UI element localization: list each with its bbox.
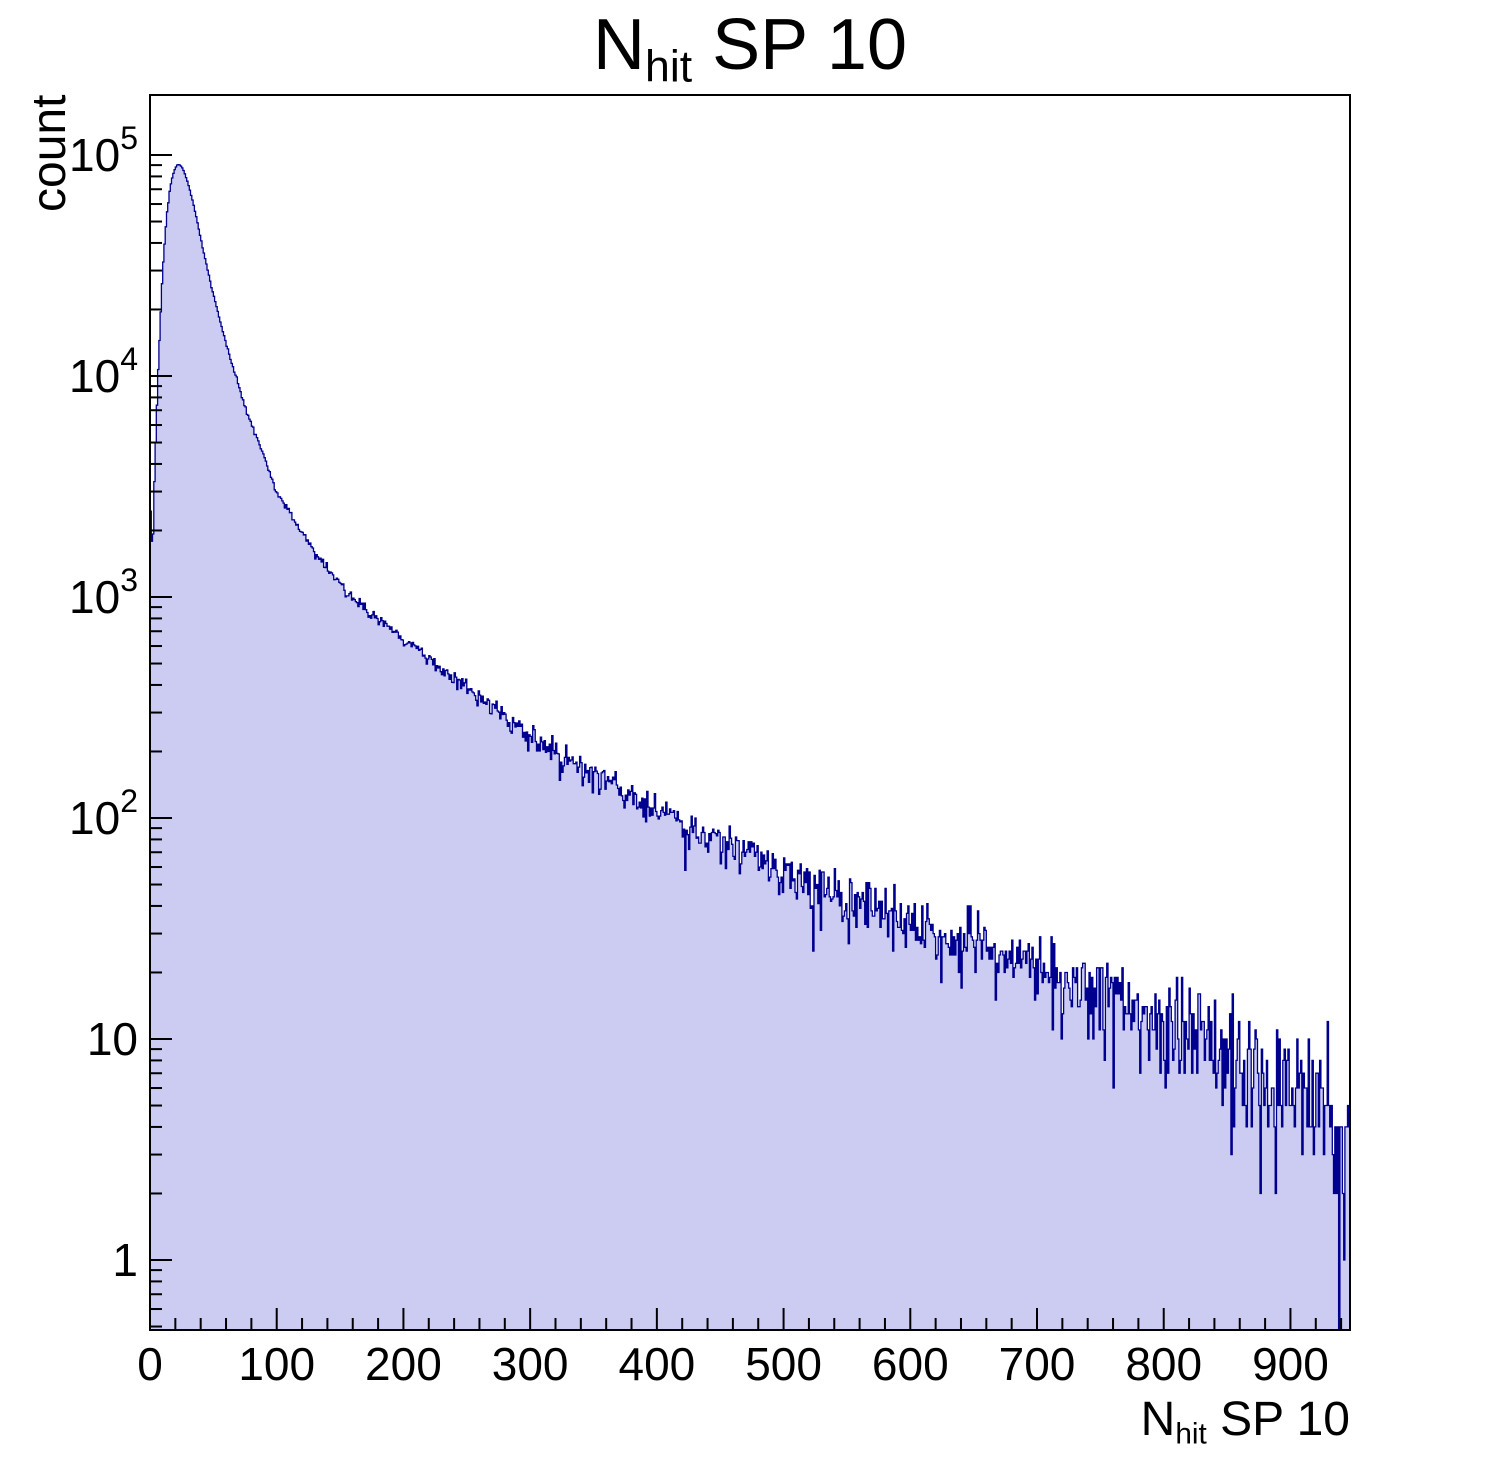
x-axis-title-rest: SP 10	[1206, 1393, 1350, 1446]
x-tick-label: 200	[365, 1338, 442, 1390]
y-tick-label: 102	[69, 783, 138, 844]
axis-ticks	[149, 154, 1343, 1330]
x-tick-label: 800	[1125, 1338, 1202, 1390]
x-tick-label: 700	[999, 1338, 1076, 1390]
y-axis-title: count	[23, 94, 76, 212]
y-tick-label: 103	[69, 562, 138, 623]
x-tick-label: 0	[137, 1338, 163, 1390]
histogram-area	[150, 164, 1350, 1331]
x-tick-label: 900	[1252, 1338, 1329, 1390]
x-tick-label: 100	[238, 1338, 315, 1390]
plot-frame	[149, 94, 1351, 1331]
chart-title-rest: SP 10	[692, 5, 907, 85]
x-tick-label: 400	[618, 1338, 695, 1390]
x-tick-label: 300	[492, 1338, 569, 1390]
x-tick-label: 600	[872, 1338, 949, 1390]
chart-title-main: N	[593, 5, 645, 85]
y-tick-label: 1	[112, 1234, 138, 1286]
histogram-outline	[149, 163, 1351, 1331]
x-tick-label: 500	[745, 1338, 822, 1390]
y-tick-label: 10	[87, 1013, 138, 1065]
y-tick-label: 105	[69, 120, 138, 181]
chart-title: Nhit SP 10	[150, 5, 1350, 92]
y-tick-label: 104	[69, 341, 138, 402]
x-axis-title-sub: hit	[1175, 1417, 1207, 1451]
chart-title-sub: hit	[645, 42, 693, 92]
x-axis-title: Nhit SP 10	[1141, 1392, 1350, 1451]
x-axis-title-main: N	[1140, 1393, 1176, 1446]
